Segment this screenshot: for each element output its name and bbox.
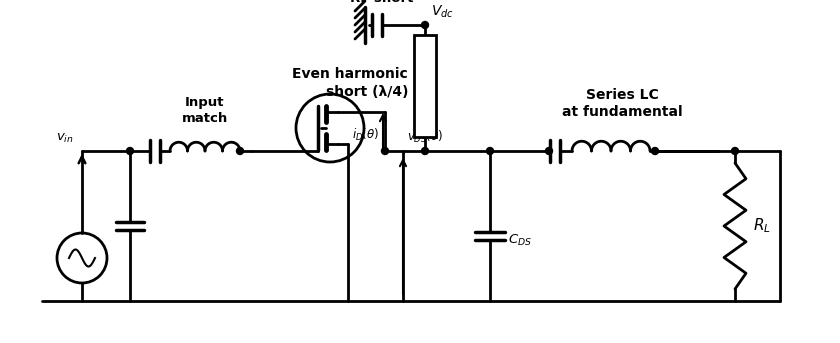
Circle shape — [422, 147, 428, 154]
Text: $v_{in}$: $v_{in}$ — [56, 132, 74, 145]
Text: RF short: RF short — [350, 0, 413, 5]
Text: $v_{DS}(\theta)$: $v_{DS}(\theta)$ — [407, 129, 444, 145]
Text: $V_{dc}$: $V_{dc}$ — [431, 3, 454, 20]
Text: Series LC
at fundamental: Series LC at fundamental — [562, 88, 683, 119]
Circle shape — [545, 147, 553, 154]
Text: $C_{DS}$: $C_{DS}$ — [508, 233, 532, 248]
Text: Input
match: Input match — [182, 96, 228, 125]
Circle shape — [486, 147, 494, 154]
Circle shape — [237, 147, 244, 154]
Text: $i_D(\theta)$: $i_D(\theta)$ — [352, 127, 379, 143]
Text: $R_L$: $R_L$ — [753, 217, 771, 235]
Circle shape — [127, 147, 134, 154]
Circle shape — [652, 147, 659, 154]
Bar — [414, 35, 436, 137]
Text: Even harmonic
short (λ/4): Even harmonic short (λ/4) — [292, 67, 408, 99]
Circle shape — [381, 147, 388, 154]
Circle shape — [422, 22, 428, 28]
Circle shape — [732, 147, 738, 154]
